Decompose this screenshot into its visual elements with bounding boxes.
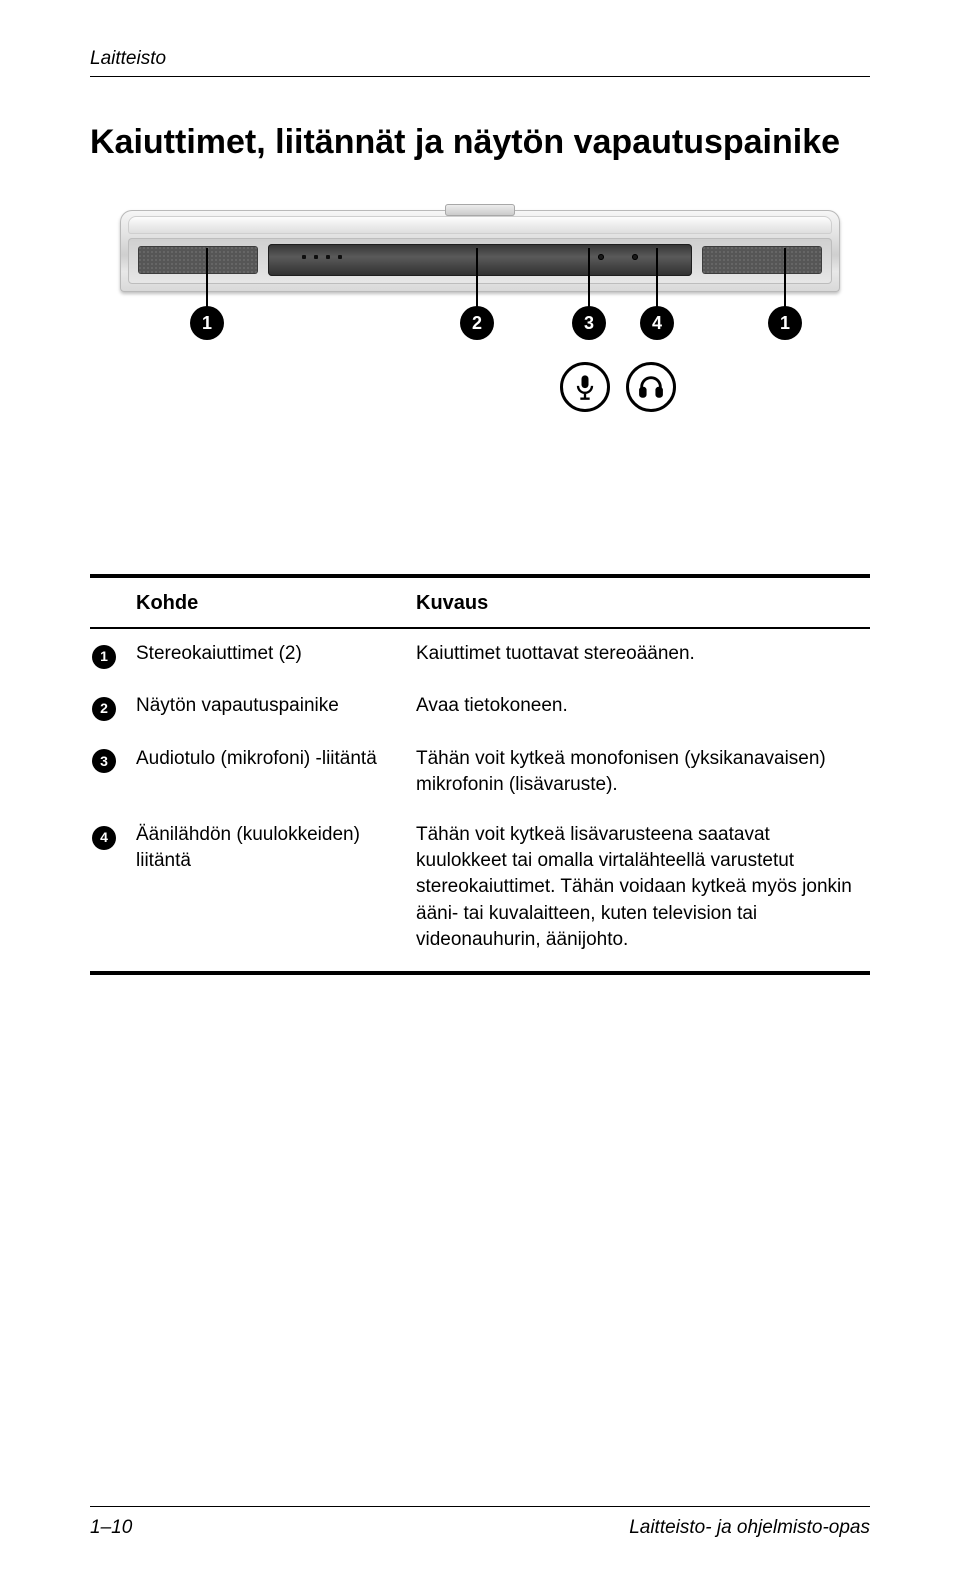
table-row: 4 Äänilähdön (kuulokkeiden) liitäntäTähän… [90,810,870,973]
book-title: Laitteisto- ja ohjelmisto-opas [629,1517,870,1539]
row-number: 3 [92,749,116,773]
callout-lead [784,248,786,308]
speaker-grille-right [702,246,822,274]
page-number: 1–10 [90,1517,132,1539]
running-header: Laitteisto [90,48,870,70]
callout-number: 3 [572,306,606,340]
row-description: Avaa tietokoneen. [414,681,870,733]
callout-lead [588,248,590,308]
table-row: 1 Stereokaiuttimet (2)Kaiuttimet tuottava… [90,628,870,681]
laptop-front-view [120,210,840,292]
page-footer: 1–10 Laitteisto- ja ohjelmisto-opas [90,1506,870,1539]
callout-number: 1 [190,306,224,340]
col-kuvaus: Kuvaus [414,578,870,628]
headphones-icon [626,362,676,412]
row-number: 1 [92,645,116,669]
page: Laitteisto Kaiuttimet, liitännät ja näyt… [0,0,960,1581]
footer-rule [90,1506,870,1507]
table-row: 2 Näytön vapautuspainikeAvaa tietokoneen. [90,681,870,733]
callouts: 1 2 34 1 [120,292,840,472]
product-illustration: 1 2 34 1 [90,200,870,502]
row-label: Näytön vapautuspainike [134,681,414,733]
row-number: 4 [92,826,116,850]
table-row: 3 Audiotulo (mikrofoni) -liitäntäTähän vo… [90,734,870,810]
header-rule [90,76,870,77]
front-panel [268,244,692,276]
callout-number: 4 [640,306,674,340]
callout-lead [656,248,658,308]
callout-lead [206,248,208,308]
microphone-icon [560,362,610,412]
row-number: 2 [92,697,116,721]
callout-number: 2 [460,306,494,340]
page-title: Kaiuttimet, liitännät ja näytön vapautus… [90,123,870,162]
row-description: Tähän voit kytkeä monofonisen (yksikanav… [414,734,870,810]
callout-lead [476,248,478,308]
row-description: Tähän voit kytkeä lisävarusteena saatava… [414,810,870,973]
display-release-latch [445,204,515,216]
callout-number: 1 [768,306,802,340]
row-label: Stereokaiuttimet (2) [134,628,414,681]
col-kohde: Kohde [134,578,414,628]
row-label: Audiotulo (mikrofoni) -liitäntä [134,734,414,810]
speaker-grille-left [138,246,258,274]
row-label: Äänilähdön (kuulokkeiden) liitäntä [134,810,414,973]
components-table: Kohde Kuvaus 1 Stereokaiuttimet (2)Kaiutt… [90,578,870,975]
row-description: Kaiuttimet tuottavat stereoäänen. [414,628,870,681]
